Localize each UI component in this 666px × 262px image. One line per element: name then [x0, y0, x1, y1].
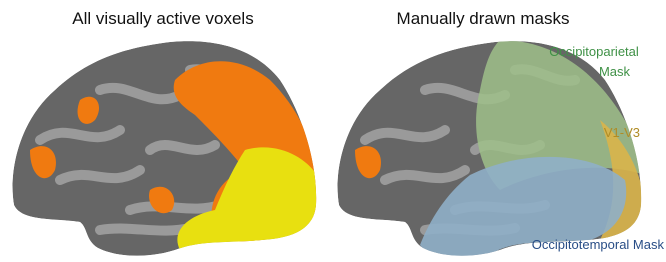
- panel-title: Manually drawn masks: [397, 9, 570, 28]
- mask-label: V1-V3: [604, 125, 640, 140]
- mask-label: Occipitoparietal: [549, 44, 639, 59]
- mask-label: Mask: [599, 64, 631, 79]
- page: {"panels": [ {"title": "All visually act…: [0, 0, 666, 262]
- figure: All visually active voxels Manually draw…: [0, 0, 666, 262]
- panel-title: All visually active voxels: [72, 9, 253, 28]
- mask-label: Occipitotemporal Mask: [532, 237, 665, 252]
- brain-left: [13, 41, 320, 256]
